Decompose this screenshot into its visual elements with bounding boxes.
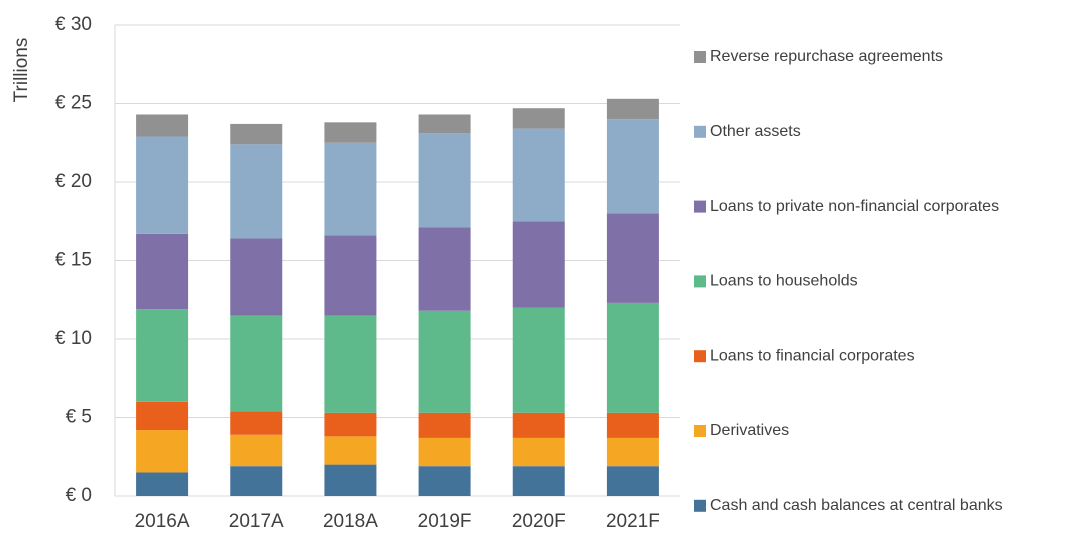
- legend-label: Loans to private non-financial corporate…: [710, 198, 999, 215]
- bar-segment: [230, 315, 283, 412]
- bar-segment: [606, 213, 659, 303]
- legend-swatch: [694, 200, 706, 213]
- legend-swatch: [694, 275, 706, 288]
- legend-label: Cash and cash balances at central banks: [710, 497, 1003, 514]
- bar-segment: [230, 123, 283, 145]
- bar-segment: [512, 221, 565, 308]
- legend-label: Derivatives: [710, 422, 789, 439]
- bar-segment: [606, 98, 659, 120]
- bar-segment: [512, 307, 565, 413]
- bar-segment: [324, 142, 377, 236]
- bar-segment: [230, 144, 283, 239]
- legend-swatch: [694, 51, 706, 63]
- bar-segment: [512, 108, 565, 129]
- legend-swatch: [694, 125, 706, 138]
- bar-segment: [418, 412, 471, 438]
- bar-segment: [606, 466, 659, 496]
- legend-swatch: [694, 499, 706, 512]
- y-tick-label: € 0: [66, 485, 92, 506]
- bar-segment: [324, 436, 377, 465]
- x-tick-label: 2016A: [135, 511, 190, 532]
- y-tick-label: € 30: [55, 14, 92, 35]
- bar-segment: [230, 434, 283, 467]
- bar-segment: [418, 227, 471, 311]
- bar-segment: [136, 114, 189, 137]
- bar-segment: [230, 238, 283, 316]
- bar-segment: [418, 437, 471, 467]
- bar-segment: [606, 437, 659, 467]
- bar-segment: [136, 430, 189, 473]
- bar-segment: [324, 122, 377, 143]
- legend-label: Loans to financial corporates: [710, 347, 915, 364]
- bar-segment: [606, 119, 659, 214]
- bar-segment: [606, 302, 659, 413]
- bar-segment: [324, 315, 377, 413]
- bar-segment: [136, 233, 189, 310]
- bar-segment: [418, 114, 471, 134]
- bar-segment: [512, 437, 565, 467]
- x-tick-label: 2017A: [229, 511, 284, 532]
- bar-segment: [418, 133, 471, 228]
- legend-label: Other assets: [710, 123, 801, 140]
- bar-segment: [512, 466, 565, 496]
- bar-segment: [136, 136, 189, 234]
- legend-swatch: [694, 350, 706, 363]
- y-axis-label: Trillions: [11, 38, 32, 103]
- bar-segment: [606, 412, 659, 438]
- y-tick-label: € 15: [55, 250, 92, 271]
- bar-segment: [136, 401, 189, 431]
- bar-segment: [230, 466, 283, 496]
- legend-label: Loans to households: [710, 273, 858, 290]
- y-tick-label: € 10: [55, 328, 92, 349]
- bar-segment: [324, 464, 377, 496]
- y-tick-label: € 25: [55, 93, 92, 114]
- bar-segment: [136, 472, 189, 496]
- bar-segment: [418, 466, 471, 496]
- bar-segment: [418, 310, 471, 413]
- x-tick-label: 2018A: [323, 511, 378, 532]
- y-tick-label: € 5: [66, 407, 92, 428]
- bar-segment: [136, 309, 189, 402]
- bar-segment: [512, 128, 565, 222]
- y-tick-label: € 20: [55, 171, 92, 192]
- x-tick-label: 2021F: [606, 511, 660, 532]
- bar-segment: [324, 235, 377, 316]
- legend-label: Reverse repurchase agreements: [710, 48, 943, 65]
- x-tick-label: 2019F: [418, 511, 472, 532]
- x-tick-label: 2020F: [512, 511, 566, 532]
- bar-segment: [230, 411, 283, 435]
- legend-swatch: [694, 425, 706, 437]
- bar-segment: [324, 412, 377, 437]
- bar-segment: [512, 412, 565, 438]
